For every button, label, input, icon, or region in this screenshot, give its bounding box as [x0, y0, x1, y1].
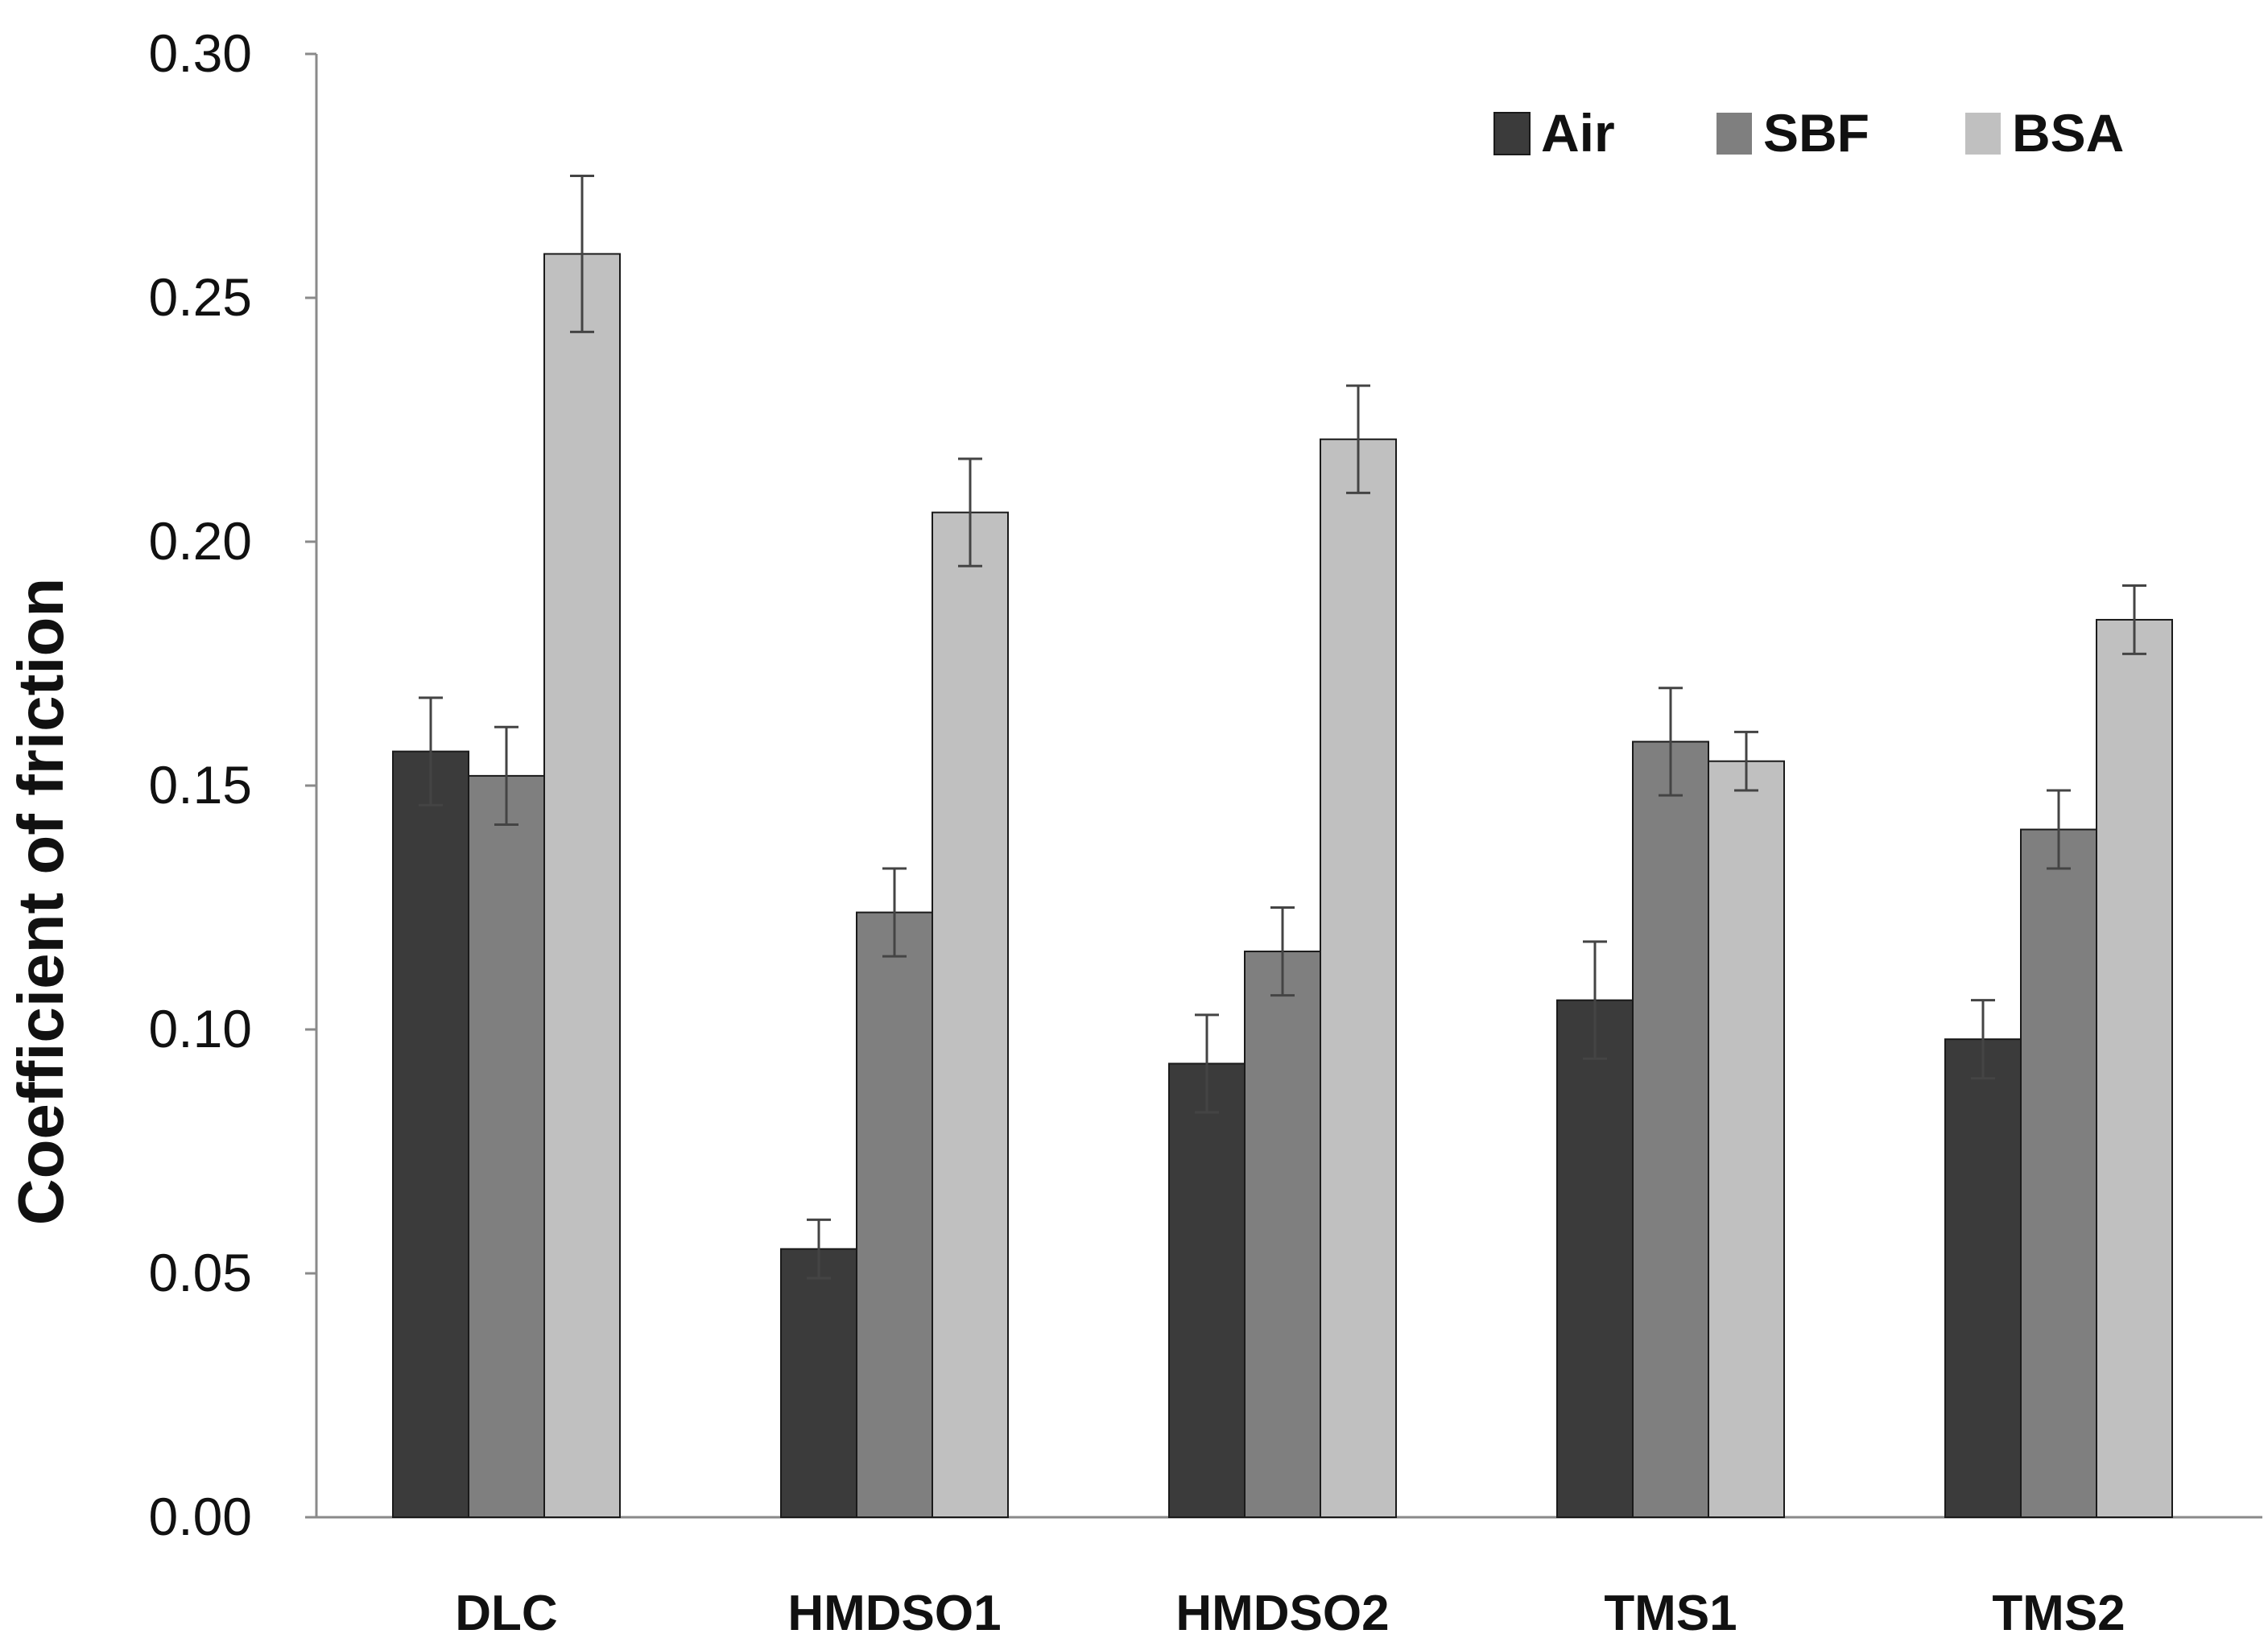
legend-label-bsa: BSA: [2012, 103, 2124, 163]
bar-air: [780, 1248, 857, 1518]
error-bars: [419, 175, 2146, 1280]
x-tick-label: HMDSO2: [1175, 1586, 1389, 1641]
bar-bsa: [2096, 618, 2173, 1519]
y-tick-label: 0.10: [149, 999, 252, 1058]
x-tick-label: HMDSO1: [787, 1586, 1001, 1641]
legend: Air SBF BSA: [1493, 103, 2124, 163]
bar-bsa: [1708, 760, 1785, 1518]
bars: [392, 253, 2173, 1519]
bar-air: [1556, 999, 1634, 1518]
bar-sbf: [856, 911, 933, 1519]
bar-bsa: [1320, 438, 1397, 1518]
bar-sbf: [2020, 828, 2097, 1519]
bar-bsa: [932, 511, 1009, 1518]
bar-sbf: [1244, 951, 1321, 1519]
legend-swatch-bsa: [1965, 113, 2001, 155]
bar-air: [1944, 1038, 2022, 1518]
axes: 0.00 0.05 0.10 0.15 0.20 0.25 0.30 DLC HMDSO1 HMD…: [149, 23, 2262, 1641]
bar-sbf: [1632, 741, 1709, 1518]
legend-swatch-sbf: [1716, 113, 1752, 155]
y-tick-label: 0.25: [149, 267, 252, 327]
y-tick-label: 0.00: [149, 1487, 252, 1546]
y-tick-label: 0.30: [149, 23, 252, 83]
y-tick-label: 0.20: [149, 511, 252, 571]
legend-swatch-air: [1493, 112, 1531, 155]
legend-label-air: Air: [1541, 103, 1615, 163]
bar-air: [1168, 1062, 1246, 1519]
bar-air: [392, 750, 469, 1518]
y-axis-title: Coefficient of friction: [5, 578, 76, 1225]
x-tick-label: TMS1: [1604, 1586, 1737, 1641]
bar-bsa: [543, 253, 621, 1519]
y-tick-label: 0.05: [149, 1243, 252, 1302]
legend-label-sbf: SBF: [1763, 103, 1869, 163]
x-tick-label: DLC: [455, 1586, 557, 1641]
bar-sbf: [468, 774, 545, 1518]
x-tick-label: TMS2: [1992, 1586, 2125, 1641]
y-tick-label: 0.15: [149, 755, 252, 815]
